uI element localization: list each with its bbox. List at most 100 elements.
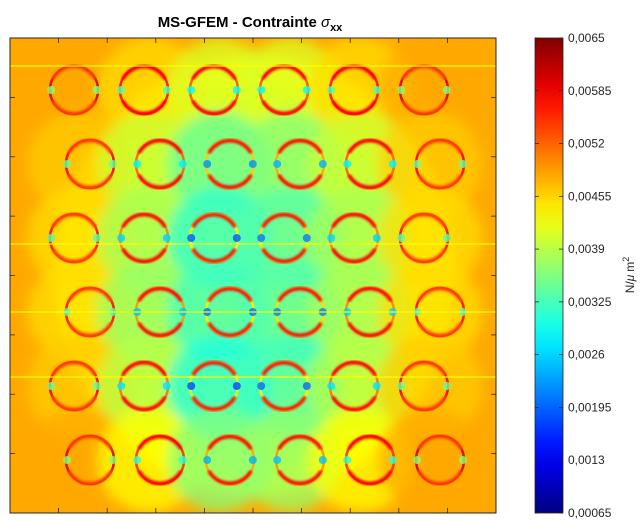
inclusion-arc-bottom [51, 100, 97, 116]
colorbar-tick-label: 0,0039 [568, 242, 605, 256]
inclusion-side-low [413, 456, 422, 464]
inclusion-side-low [372, 234, 381, 242]
inclusion-arc-bottom [331, 396, 377, 412]
inclusion-side-low [108, 456, 117, 464]
inclusion-arc-bottom [331, 100, 377, 116]
sigma-subscript: xx [330, 22, 343, 34]
inclusion-arc-bottom [261, 396, 307, 412]
inclusion-arc-top [51, 360, 97, 376]
inclusion-side-low [232, 234, 241, 242]
colorbar-tick-label: 0,00585 [568, 84, 612, 98]
inclusion-side-low [63, 456, 72, 464]
inclusion-side-low [117, 382, 126, 390]
heatmap-plot-area [10, 38, 496, 513]
inclusion-arc-bottom [417, 322, 463, 338]
inclusion-side-low [388, 456, 397, 464]
colorbar-tick-label: 0,00455 [568, 189, 612, 203]
inclusion-arc-bottom [207, 470, 253, 486]
inclusion-arc-top [207, 138, 253, 154]
inclusion-arc-top [51, 212, 97, 228]
inclusion-arc-top [277, 434, 323, 450]
inclusion-side-low [397, 234, 406, 242]
inclusion-arc-bottom [207, 174, 253, 190]
colorbar-tick-label: 0,0013 [568, 453, 605, 467]
inclusion-arc-bottom [67, 470, 113, 486]
sigma-symbol: σ [321, 14, 331, 31]
inclusion-side-low [92, 382, 101, 390]
inclusion-arc-top [277, 286, 323, 302]
inclusion-side-low [302, 234, 311, 242]
stress-cell [377, 334, 483, 438]
inclusion-arc-top [67, 434, 113, 450]
inclusion-side-low [232, 86, 241, 94]
inclusion-arc-bottom [137, 322, 183, 338]
inclusion-arc-top [261, 360, 307, 376]
inclusion-side-low [162, 234, 171, 242]
inclusion-arc-bottom [277, 322, 323, 338]
colorbar-tick-label: 0,0026 [568, 348, 605, 362]
inclusion-side-low [397, 86, 406, 94]
inclusion-side-low [442, 234, 451, 242]
inclusion-arc-top [121, 212, 167, 228]
inclusion-arc-top [277, 138, 323, 154]
inclusion-arc-bottom [67, 322, 113, 338]
inclusion-side-low [248, 456, 257, 464]
stress-cell [377, 38, 483, 142]
streak [10, 243, 496, 245]
streak [10, 65, 496, 67]
inclusion-arc-bottom [347, 174, 393, 190]
inclusion-arc-top [191, 360, 237, 376]
inclusion-side-low [178, 456, 187, 464]
inclusion-side-low [162, 382, 171, 390]
inclusion-side-low [117, 234, 126, 242]
inclusion-arc-bottom [331, 248, 377, 264]
inclusion-side-low [257, 86, 266, 94]
inclusion-arc-bottom [121, 396, 167, 412]
inclusion-arc-top [347, 434, 393, 450]
inclusion-arc-top [137, 138, 183, 154]
inclusion-arc-bottom [51, 396, 97, 412]
inclusion-side-low [63, 160, 72, 168]
colorbar-tick-label: 0,0065 [568, 31, 605, 45]
colorbar [534, 37, 564, 514]
inclusion-arc-bottom [191, 100, 237, 116]
inclusion-arc-bottom [191, 248, 237, 264]
inclusion-arc-bottom [347, 322, 393, 338]
inclusion-side-low [302, 382, 311, 390]
inclusion-arc-top [67, 286, 113, 302]
inclusion-side-low [372, 382, 381, 390]
inclusion-side-low [108, 160, 117, 168]
inclusion-side-low [413, 160, 422, 168]
inclusion-side-low [442, 86, 451, 94]
inclusion-side-low [178, 160, 187, 168]
inclusion-side-low [248, 160, 257, 168]
inclusion-side-low [133, 456, 142, 464]
inclusion-arc-top [121, 360, 167, 376]
inclusion-arc-bottom [347, 470, 393, 486]
inclusion-arc-top [417, 286, 463, 302]
inclusion-arc-top [401, 360, 447, 376]
horizontal-streaks [10, 65, 496, 378]
inclusion-arc-top [417, 138, 463, 154]
inclusion-side-low [117, 86, 126, 94]
stress-cell [377, 112, 483, 216]
inclusion-side-low [257, 234, 266, 242]
inclusion-side-low [162, 86, 171, 94]
inclusion-side-low [47, 86, 56, 94]
inclusion-arc-bottom [417, 470, 463, 486]
inclusion-arc-bottom [191, 396, 237, 412]
stress-cell [377, 186, 483, 290]
inclusion-side-low [397, 382, 406, 390]
inclusion-arc-top [137, 434, 183, 450]
inclusion-side-low [187, 234, 196, 242]
inclusion-arc-top [261, 212, 307, 228]
inclusion-side-low [92, 234, 101, 242]
inclusion-side-low [47, 382, 56, 390]
inclusion-side-low [458, 160, 467, 168]
inclusion-arc-top [347, 138, 393, 154]
inclusion-side-low [327, 234, 336, 242]
chart-title: MS-GFEM - Contrainte σxx [158, 14, 343, 34]
inclusion-side-low [203, 160, 212, 168]
inclusion-side-low [327, 382, 336, 390]
